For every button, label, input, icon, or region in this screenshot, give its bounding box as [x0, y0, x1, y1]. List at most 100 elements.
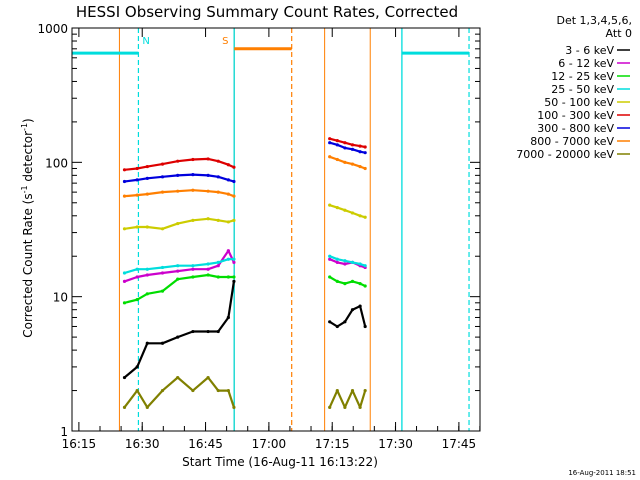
- data-point: [191, 173, 195, 177]
- data-point: [216, 159, 220, 163]
- data-point: [358, 150, 362, 154]
- legend-label: 25 - 50 keV: [551, 83, 614, 96]
- data-point: [216, 275, 220, 279]
- y-tick-label: 1: [60, 425, 68, 439]
- data-point: [232, 260, 236, 264]
- data-point: [145, 176, 149, 180]
- legend-label: 7000 - 20000 keV: [516, 148, 614, 161]
- data-point: [206, 173, 210, 177]
- data-point: [363, 324, 367, 329]
- data-point: [335, 279, 339, 283]
- data-point: [358, 304, 362, 308]
- data-point: [226, 388, 230, 393]
- data-point: [206, 217, 210, 221]
- legend-label: 50 - 100 keV: [544, 96, 614, 109]
- y-tick-label: 100: [45, 156, 68, 170]
- data-point: [135, 178, 139, 182]
- data-point: [343, 141, 347, 145]
- data-point: [343, 208, 347, 212]
- data-point: [232, 279, 236, 283]
- data-point: [176, 159, 180, 163]
- data-point: [363, 145, 367, 149]
- data-point: [191, 264, 195, 268]
- data-point: [191, 267, 195, 271]
- data-point: [343, 405, 347, 409]
- data-point: [135, 267, 139, 271]
- data-point: [363, 264, 367, 268]
- chart-title: HESSI Observing Summary Count Rates, Cor…: [76, 3, 458, 21]
- series-line: [124, 217, 235, 230]
- data-point: [122, 279, 127, 283]
- data-point: [160, 271, 165, 275]
- data-point: [216, 264, 220, 268]
- y-axis-label-part: -1: [20, 123, 29, 131]
- data-point: [191, 188, 195, 192]
- y-axis-ticks: 1 10 100 1000: [37, 22, 480, 439]
- data-point: [206, 189, 210, 193]
- x-tick-label: 17:00: [252, 437, 287, 451]
- data-point: [135, 225, 139, 229]
- data-point: [226, 220, 230, 224]
- data-point: [226, 178, 230, 182]
- data-point: [135, 166, 139, 171]
- series-line: [328, 389, 367, 409]
- data-point: [135, 193, 139, 197]
- marker-label: N: [142, 36, 149, 47]
- data-point: [350, 260, 355, 264]
- data-point: [358, 262, 362, 266]
- data-point: [343, 146, 347, 150]
- data-point: [350, 211, 355, 215]
- data-point: [350, 143, 355, 147]
- data-point: [328, 137, 332, 141]
- y-axis-label-part: Corrected Count Rate (s: [21, 193, 35, 337]
- data-point: [232, 179, 236, 184]
- data-point: [363, 166, 367, 171]
- series-line: [124, 173, 235, 183]
- data-point: [335, 157, 339, 162]
- data-point: [145, 405, 149, 409]
- data-point: [363, 284, 367, 288]
- legend-label: 12 - 25 keV: [551, 70, 614, 83]
- data-point: [145, 192, 149, 196]
- y-tick-label: 1000: [37, 22, 68, 36]
- data-point: [226, 257, 230, 261]
- data-point: [122, 227, 127, 231]
- data-point: [226, 275, 230, 279]
- data-point: [358, 405, 362, 409]
- data-point: [145, 292, 149, 296]
- data-point: [328, 141, 332, 145]
- data-point: [232, 275, 236, 279]
- data-point: [350, 162, 355, 166]
- data-point: [226, 249, 230, 253]
- data-point: [135, 275, 139, 279]
- data-point: [206, 273, 210, 277]
- data-point: [206, 262, 210, 266]
- data-point: [328, 203, 332, 207]
- data-point: [328, 254, 332, 258]
- data-point: [176, 189, 180, 193]
- footer-timestamp: 16-Aug-2011 18:51: [568, 469, 636, 477]
- data-point: [335, 206, 339, 210]
- data-point: [176, 277, 180, 281]
- x-tick-label: 16:45: [188, 437, 223, 451]
- x-tick-label: 17:15: [315, 437, 350, 451]
- data-point: [122, 405, 127, 409]
- data-point: [160, 341, 165, 345]
- x-axis-ticks: 16:15 16:30 16:45 17:00 17:15 17:30 17:45: [62, 28, 481, 451]
- data-point: [122, 271, 127, 275]
- x-axis-label: Start Time (16-Aug-11 16:13:22): [182, 455, 378, 469]
- data-point: [232, 257, 236, 261]
- data-point: [206, 267, 210, 271]
- data-point: [328, 257, 332, 261]
- data-point: [176, 221, 180, 226]
- data-point: [335, 139, 339, 143]
- series-line: [123, 281, 235, 379]
- series-line: [124, 157, 235, 171]
- y-axis-label-part: -1: [20, 185, 29, 193]
- data-point: [343, 160, 347, 164]
- data-point: [216, 190, 220, 194]
- series-line: [124, 189, 235, 198]
